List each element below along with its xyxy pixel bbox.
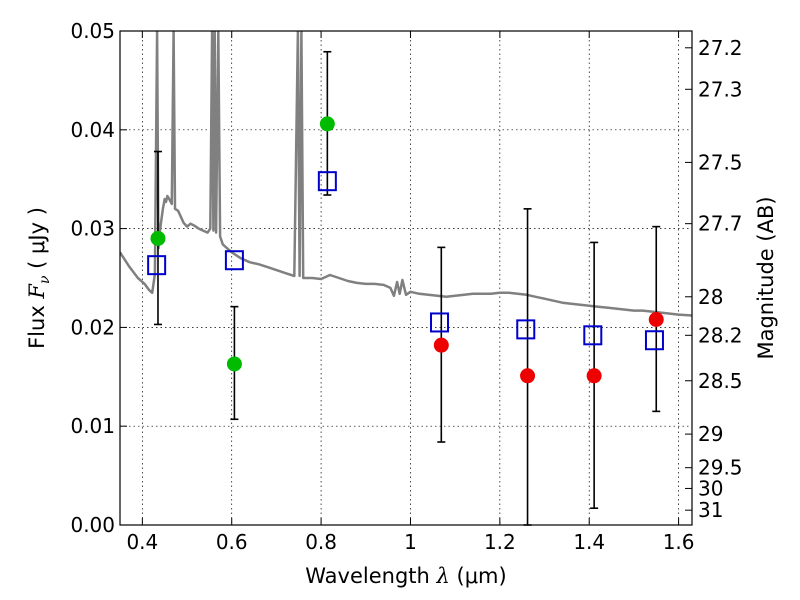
observed-green-point xyxy=(319,116,335,132)
observed-green-point xyxy=(150,230,166,246)
y2-tick-label: 28.5 xyxy=(698,369,743,393)
x-tick-label: 0.8 xyxy=(305,530,337,554)
grid-lines xyxy=(120,31,692,525)
observed-green-point xyxy=(226,356,242,372)
y2-tick-label: 29.5 xyxy=(698,456,743,480)
observed-red-point xyxy=(648,311,664,327)
observed-points-layer xyxy=(150,116,664,384)
x-tick-label: 0.4 xyxy=(126,530,158,554)
x-tick-label: 1.4 xyxy=(573,530,605,554)
x-tick-label: 1.2 xyxy=(484,530,516,554)
y2-tick-label: 30 xyxy=(698,476,723,500)
model-spectrum-layer xyxy=(120,31,692,317)
y-axis-ticks: 0.00 0.01 0.02 0.03 0.04 0.05 xyxy=(70,19,127,537)
y2-tick-label: 27.7 xyxy=(698,212,743,236)
model-spectrum-line xyxy=(120,31,692,317)
model-photometry-square xyxy=(644,330,664,351)
y-tick-label: 0.00 xyxy=(70,513,115,537)
y-tick-label: 0.03 xyxy=(70,217,115,241)
y-tick-label: 0.02 xyxy=(70,315,115,339)
model-photometry-square xyxy=(516,319,536,340)
y2-tick-label: 31 xyxy=(698,498,723,522)
x-axis-ticks: 0.4 0.6 0.8 1 1.2 1.4 1.6 xyxy=(126,31,695,554)
model-photometry-square xyxy=(317,171,337,192)
errorbar-layer xyxy=(153,50,661,526)
y-axis-label: Flux Fν ( μJy ) xyxy=(25,207,53,349)
y-tick-label: 0.04 xyxy=(70,118,115,142)
y2-axis-label: Magnitude (AB) xyxy=(754,196,778,359)
model-photometry-square xyxy=(583,325,603,346)
y2-tick-label: 27.5 xyxy=(698,150,743,174)
model-photometry-square xyxy=(147,255,167,276)
y2-tick-label: 27.3 xyxy=(698,77,743,101)
model-photometry-square xyxy=(430,312,450,333)
model-photometry-layer xyxy=(147,171,664,351)
observed-red-point xyxy=(520,368,536,384)
observed-red-point xyxy=(586,368,602,384)
y2-tick-label: 29 xyxy=(698,422,723,446)
observed-red-point xyxy=(433,337,449,353)
y2-tick-label: 28.2 xyxy=(698,323,743,347)
y-tick-label: 0.01 xyxy=(70,414,115,438)
x-tick-label: 0.6 xyxy=(216,530,248,554)
plot-frame xyxy=(119,30,693,526)
y-tick-label: 0.05 xyxy=(70,19,115,43)
x-tick-label: 1 xyxy=(404,530,417,554)
y2-tick-label: 27.2 xyxy=(698,36,743,60)
x-tick-label: 1.6 xyxy=(663,530,695,554)
model-photometry-square xyxy=(224,250,244,271)
x-axis-label: Wavelength λ (μm) xyxy=(305,564,506,588)
y2-tick-label: 28 xyxy=(698,285,723,309)
